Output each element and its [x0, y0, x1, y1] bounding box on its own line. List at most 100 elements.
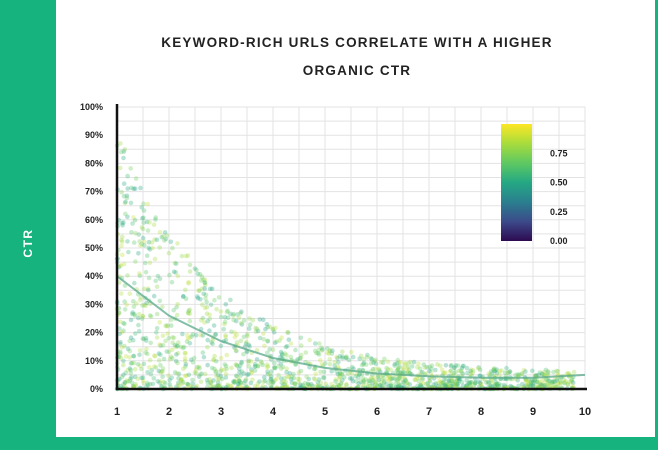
scatter-point	[214, 358, 219, 364]
scatter-point	[446, 380, 452, 386]
scatter-point	[202, 286, 207, 291]
scatter-point	[179, 253, 185, 259]
scatter-point	[195, 271, 201, 277]
scatter-point	[181, 366, 186, 372]
scatter-point	[176, 380, 181, 386]
scatter-point	[173, 270, 178, 275]
scatter-point	[280, 351, 285, 357]
y-tick-label: 10%	[85, 356, 103, 366]
scatter-point	[131, 215, 136, 220]
scatter-point	[295, 376, 301, 382]
scatter-point	[160, 369, 165, 374]
scatter-point	[403, 361, 408, 366]
scatter-point	[265, 350, 270, 356]
scatter-point	[119, 345, 125, 350]
scatter-point	[380, 384, 385, 389]
scatter-point	[268, 383, 274, 389]
axes: 0% 10% 20% 30% 40% 50% 60% 70% 80% 90% 100% 1 2 3 4 5 6 7…	[80, 102, 591, 418]
scatter-point	[375, 375, 381, 380]
scatter-point	[149, 240, 155, 245]
scatter-point	[558, 380, 563, 386]
scatter-point	[396, 360, 402, 366]
x-tick-label: 4	[270, 406, 277, 418]
scatter-point	[397, 375, 402, 381]
scatter-point	[211, 358, 216, 363]
scatter-point	[230, 313, 236, 318]
scatter-point	[185, 381, 191, 387]
scatter-point	[147, 313, 153, 318]
scatter-point	[213, 369, 218, 375]
scatter-point	[451, 370, 457, 376]
scatter-point	[349, 349, 354, 355]
scatter-point	[468, 368, 473, 374]
scatter-point	[160, 333, 166, 339]
scatter-point	[375, 383, 381, 389]
scatter-point	[122, 383, 127, 389]
scatter-point	[529, 380, 534, 385]
scatter-point	[215, 372, 221, 378]
scatter-point	[238, 373, 243, 378]
scatter-point	[427, 368, 432, 374]
scatter-point	[220, 376, 225, 382]
scatter-point	[276, 373, 281, 378]
scatter-point	[497, 368, 503, 374]
scatter-point	[544, 377, 549, 382]
scatter-point	[567, 379, 572, 385]
scatter-point	[513, 372, 518, 378]
scatter-point	[388, 381, 394, 386]
scatter-point	[147, 220, 152, 225]
scatter-point	[364, 382, 369, 388]
scatter-point	[132, 186, 138, 191]
scatter-point	[137, 348, 143, 353]
scatter-point	[197, 365, 202, 371]
scatter-point	[175, 350, 181, 356]
scatter-point	[252, 368, 258, 373]
scatter-point	[190, 377, 195, 383]
scatter-point	[523, 369, 528, 374]
colorbar: 0.00 0.25 0.50 0.75	[501, 124, 568, 246]
scatter-point	[224, 309, 230, 315]
y-tick-label: 20%	[85, 328, 103, 338]
scatter-point	[199, 274, 205, 280]
scatter-point	[142, 243, 147, 248]
scatter-point	[236, 381, 241, 387]
scatter-point	[494, 383, 500, 389]
scatter-point	[205, 337, 210, 343]
scatter-point	[466, 380, 472, 386]
scatter-point	[316, 347, 322, 353]
scatter-point	[543, 367, 549, 373]
scatter-point	[169, 323, 174, 328]
scatter-point	[384, 376, 390, 382]
scatter-point	[146, 275, 152, 281]
scatter-point	[175, 360, 180, 366]
scatter-point	[128, 361, 134, 366]
scatter-point	[158, 369, 163, 375]
scatter-point	[319, 348, 325, 353]
scatter-point	[119, 243, 124, 249]
scatter-point	[370, 367, 376, 372]
scatter-point	[218, 343, 224, 349]
scatter-point	[202, 277, 208, 283]
scatter-point	[233, 362, 239, 367]
scatter-point	[494, 367, 499, 372]
scatter-point	[234, 374, 240, 379]
scatter-point	[123, 199, 128, 205]
scatter-point	[236, 315, 242, 321]
scatter-point	[298, 384, 304, 389]
scatter-point	[118, 341, 123, 347]
scatter-point	[129, 230, 134, 235]
scatter-point	[562, 380, 567, 386]
scatter-point	[464, 383, 469, 389]
scatter-point	[200, 350, 206, 355]
scatter-point	[169, 375, 174, 381]
scatter-point	[239, 322, 245, 327]
scatter-point	[403, 377, 408, 383]
scatter-point	[319, 383, 324, 389]
scatter-point	[265, 380, 271, 385]
scatter-point	[129, 375, 134, 380]
scatter-point	[468, 379, 474, 385]
scatter-point	[125, 379, 131, 384]
scatter-point	[525, 383, 530, 388]
scatter-point	[285, 330, 291, 335]
scatter-point	[319, 345, 324, 351]
